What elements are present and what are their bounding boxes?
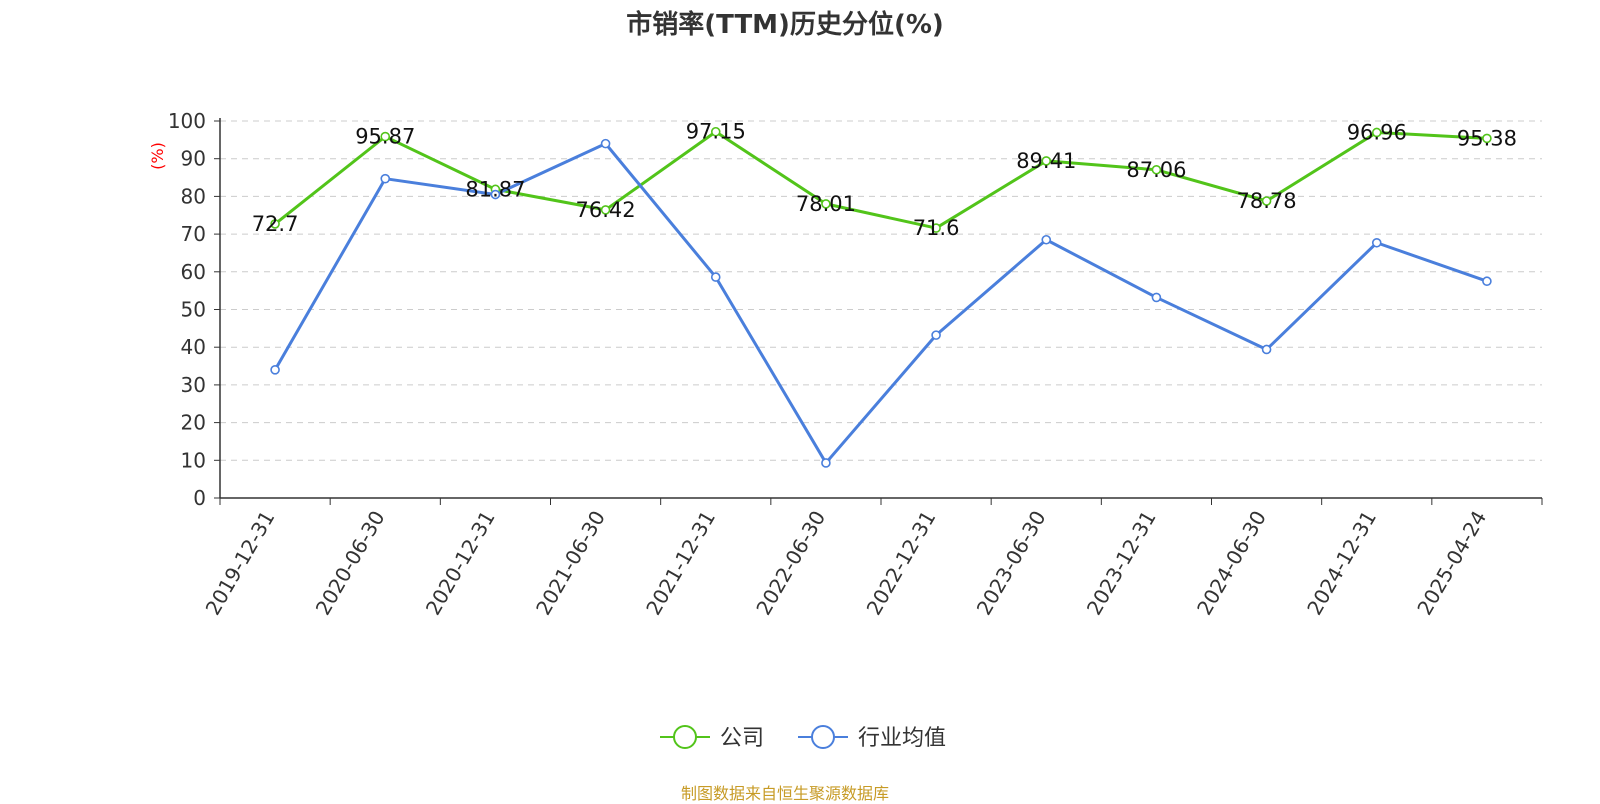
data-point[interactable] [1371,127,1382,138]
y-tick-label: 40 [181,335,206,359]
legend-marker [673,725,697,749]
data-label: 96.96 [1347,120,1407,144]
data-point[interactable] [821,458,831,468]
data-point[interactable] [1371,237,1382,248]
y-tick-label: 0 [193,486,206,510]
y-tick-label: 10 [181,448,206,472]
data-point[interactable] [931,330,941,340]
legend: 公司 行业均值 [660,725,946,751]
data-point[interactable] [380,131,391,142]
y-tick-label: 20 [181,411,206,435]
data-labels: 72.7 95.87 81.87 76.42 97.15 78.01 71.6 89.41 87… [252,120,1517,240]
x-tick-label: 2022-06-30 [751,507,830,620]
data-points [270,126,1492,468]
gridlines [220,120,1542,461]
y-tick-label: 90 [181,147,206,171]
y-tick-label: 60 [181,260,206,284]
x-tick-label: 2024-12-31 [1302,507,1381,620]
data-point[interactable] [270,219,280,229]
x-tick-label: 2023-06-30 [972,507,1051,620]
data-label: 81.87 [465,177,525,201]
data-label: 87.06 [1126,158,1186,182]
data-point[interactable] [821,199,831,209]
legend-label: 行业均值 [858,726,946,751]
y-tick-label: 70 [181,222,206,246]
axes: 0 10 20 30 40 50 60 70 80 90 100(%) 2019-12-31 2020-… [148,109,1543,620]
data-point[interactable] [1041,156,1052,166]
data-label: 89.41 [1016,149,1076,173]
data-label: 71.6 [913,216,960,240]
data-point[interactable] [490,189,501,200]
legend-item[interactable]: 公司 [660,725,764,751]
data-point[interactable] [1261,196,1272,206]
legend-item[interactable]: 行业均值 [798,725,946,751]
data-label: 95.87 [355,125,415,149]
data-point[interactable] [1482,133,1492,144]
data-label: 78.01 [796,192,856,216]
data-label: 97.15 [686,120,746,144]
data-point[interactable] [600,205,611,215]
series-lines [273,130,1488,465]
y-axis-label: (%) [148,142,167,170]
data-label: 72.7 [252,212,299,236]
data-point[interactable] [1482,276,1492,287]
data-point[interactable] [710,272,721,282]
data-label: 95.38 [1457,126,1517,150]
chart-title: 市销率(TTM)历史分位(%) [626,10,944,40]
data-point[interactable] [931,223,941,233]
data-point[interactable] [1151,292,1162,303]
data-label: 76.42 [576,198,636,222]
series-line [274,130,1487,230]
x-tick-label: 2020-06-30 [311,507,390,620]
data-point[interactable] [270,365,280,375]
x-tick-label: 2021-06-30 [531,507,610,620]
x-tick-label: 2024-06-30 [1192,507,1271,620]
x-tick-label: 2020-12-31 [421,506,500,619]
series-line [273,142,1488,465]
data-point[interactable] [380,173,391,184]
data-label: 78.78 [1237,189,1297,213]
data-point[interactable] [1151,164,1162,175]
data-point[interactable] [600,138,611,149]
legend-marker [811,725,835,749]
x-tick-label: 2019-12-31 [201,507,280,620]
data-point[interactable] [1261,344,1272,355]
y-tick-label: 80 [181,184,206,208]
data-source-note: 制图数据来自恒生聚源数据库 [680,784,889,803]
y-tick-label: 30 [181,373,206,397]
x-tick-label: 2021-12-31 [641,507,720,620]
data-point[interactable] [1041,234,1052,245]
x-tick-label: 2023-12-31 [1082,507,1161,620]
x-tick-label: 2022-12-31 [862,506,941,619]
y-tick-label: 50 [181,298,206,322]
y-tick-label: 100 [168,109,206,133]
data-point[interactable] [710,126,721,137]
x-tick-label: 2025-04-24 [1412,507,1491,620]
legend-label: 公司 [720,726,764,751]
